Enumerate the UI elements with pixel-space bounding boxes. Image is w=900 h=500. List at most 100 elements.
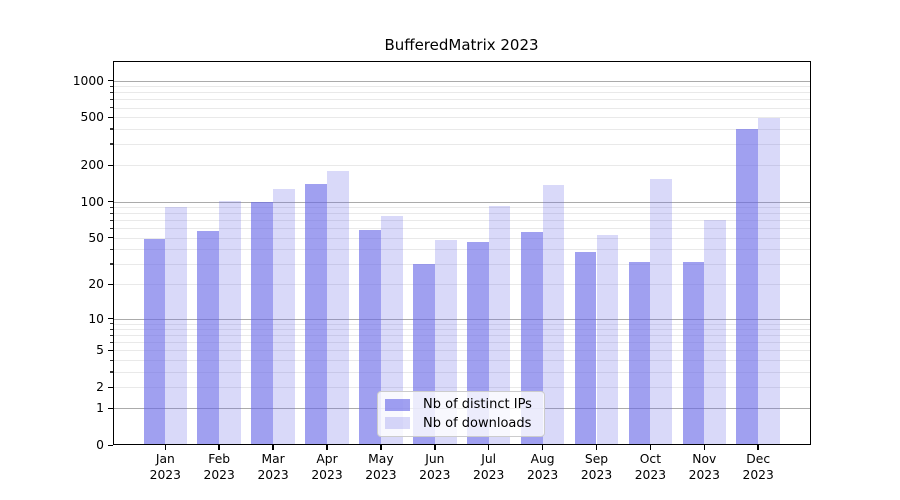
x-tick-label: Dec 2023 — [742, 452, 774, 482]
y-tick-label: 1 — [96, 401, 104, 416]
y-minor-tick — [109, 206, 113, 208]
bar-distinct-ips — [628, 262, 651, 445]
y-minor-tick — [109, 128, 113, 130]
y-tick — [107, 80, 113, 82]
bar-distinct-ips — [359, 229, 381, 445]
y-minor-tick — [109, 85, 113, 87]
x-tick-label: Sep 2023 — [580, 452, 613, 482]
chart-title: BufferedMatrix 2023 — [384, 36, 539, 54]
gridline-minor — [113, 207, 810, 209]
bar-distinct-ips — [197, 230, 220, 445]
y-tick-label: 0 — [96, 438, 104, 452]
bar-downloads — [650, 178, 673, 445]
y-minor-tick — [109, 323, 113, 325]
gridline-minor — [113, 128, 810, 130]
gridline-minor — [113, 360, 810, 362]
y-minor-tick — [109, 263, 113, 265]
x-tick — [272, 445, 274, 450]
x-tick-label: Nov 2023 — [688, 452, 720, 482]
gridline-minor — [113, 249, 810, 251]
y-tick — [107, 283, 113, 286]
gridline-major — [113, 318, 810, 320]
legend-item-distinct-ips: Nb of distinct IPs — [385, 397, 537, 412]
bar-downloads — [165, 206, 188, 445]
gridline-minor — [113, 237, 810, 239]
x-tick-label: Aug 2023 — [526, 452, 559, 482]
gridline-minor — [113, 387, 810, 389]
y-minor-tick — [109, 371, 113, 373]
gridline-minor — [113, 220, 810, 222]
y-tick-label: 100 — [80, 194, 104, 209]
gridline-minor — [113, 213, 810, 215]
y-minor-tick — [109, 91, 113, 94]
y-tick — [107, 407, 113, 410]
gridline-minor — [113, 350, 810, 352]
legend-label-downloads: Nb of downloads — [423, 415, 532, 431]
x-tick — [703, 445, 706, 450]
y-tick-label: 2 — [96, 380, 104, 395]
y-tick-label: 5 — [96, 343, 104, 358]
gridline-major — [113, 201, 810, 203]
x-tick-label: Jun 2023 — [419, 452, 451, 482]
y-tick-label: 20 — [88, 277, 104, 292]
gridline-minor — [113, 228, 810, 230]
y-tick — [107, 349, 113, 352]
x-tick — [487, 445, 490, 450]
bar-downloads — [596, 234, 619, 445]
gridline-minor — [113, 143, 810, 145]
gridline-minor — [113, 329, 810, 331]
y-minor-tick — [109, 227, 113, 229]
y-minor-tick — [109, 143, 113, 145]
gridline-minor — [113, 323, 810, 325]
y-tick-label: 10 — [88, 311, 104, 326]
bar-downloads — [542, 184, 565, 445]
bar-distinct-ips — [736, 129, 759, 445]
bar-distinct-ips — [305, 184, 327, 445]
y-minor-tick — [109, 219, 113, 221]
x-tick — [326, 445, 328, 450]
gridline-minor — [113, 99, 810, 101]
gridline-minor — [113, 107, 810, 109]
x-tick — [434, 445, 436, 450]
y-tick — [107, 386, 113, 388]
gridline-minor — [113, 92, 810, 94]
x-tick-label: Mar 2023 — [257, 452, 289, 482]
x-tick-label: May 2023 — [365, 452, 397, 482]
y-minor-tick — [109, 98, 113, 101]
legend: Nb of distinct IPs Nb of downloads — [377, 391, 545, 437]
y-tick-label: 500 — [80, 110, 104, 125]
x-tick-label: Apr 2023 — [311, 452, 343, 482]
bar-downloads — [758, 118, 780, 445]
x-tick-label: Jul 2023 — [473, 452, 505, 482]
y-tick — [107, 318, 113, 320]
x-tick — [541, 445, 544, 450]
gridline-minor — [113, 117, 810, 119]
y-tick — [107, 201, 113, 203]
bar-downloads — [273, 189, 295, 445]
bar-downloads — [327, 170, 349, 445]
gridline-minor — [113, 263, 810, 265]
bar-distinct-ips — [143, 238, 166, 445]
bar-downloads — [488, 205, 511, 445]
legend-swatch-downloads — [385, 417, 410, 430]
bar-distinct-ips — [251, 201, 274, 445]
gridline-minor — [113, 371, 810, 373]
legend-item-downloads: Nb of downloads — [385, 416, 537, 431]
gridline-minor — [113, 86, 810, 88]
y-minor-tick — [109, 328, 113, 330]
y-minor-tick — [109, 107, 113, 109]
y-tick — [107, 444, 113, 446]
gridline-minor — [113, 165, 810, 167]
legend-swatch-distinct-ips — [385, 398, 410, 411]
x-tick — [380, 445, 382, 450]
y-tick-label: 1000 — [72, 73, 104, 88]
y-tick-label: 50 — [88, 230, 104, 245]
y-minor-tick — [109, 359, 113, 361]
y-minor-tick — [109, 341, 113, 344]
bar-downloads — [380, 215, 403, 445]
x-tick — [649, 445, 652, 450]
y-tick — [107, 164, 113, 166]
x-tick — [164, 445, 167, 450]
y-tick-label: 200 — [80, 158, 104, 173]
